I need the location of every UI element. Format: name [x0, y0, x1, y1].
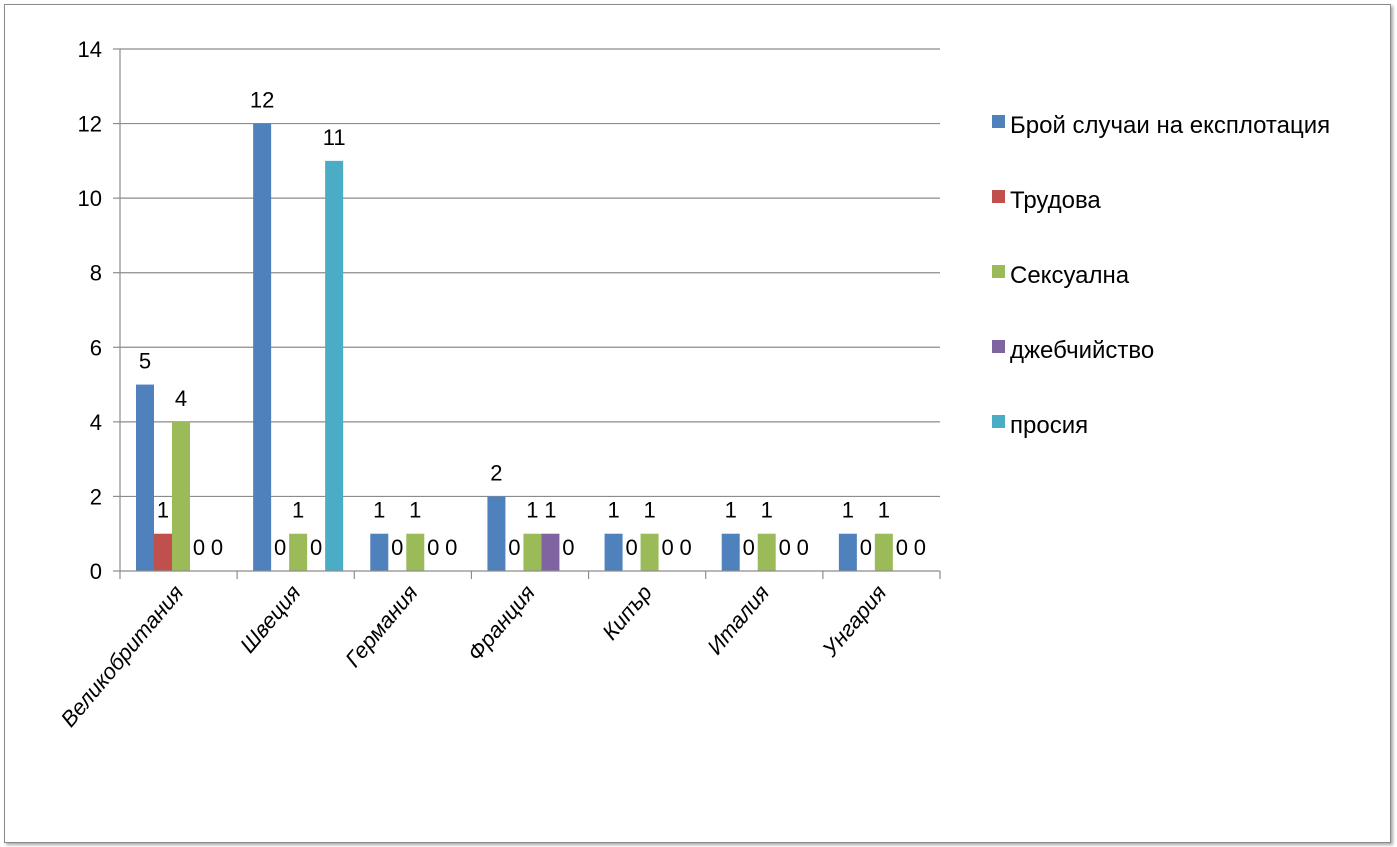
y-tick-label: 12	[78, 112, 102, 137]
data-label: 0	[661, 535, 673, 560]
bar	[838, 533, 857, 571]
data-label: 2	[490, 460, 502, 485]
bar	[154, 533, 172, 571]
data-label: 4	[175, 386, 187, 411]
bar	[136, 384, 154, 571]
data-label: 0	[193, 535, 205, 560]
bar	[253, 123, 272, 572]
data-label: 1	[373, 498, 385, 523]
data-label: 1	[544, 498, 556, 523]
bar	[172, 421, 190, 571]
y-tick-label: 10	[78, 186, 102, 211]
gridlines	[120, 48, 940, 498]
legend-swatch	[992, 340, 1005, 353]
data-label: 1	[292, 498, 304, 523]
data-label: 1	[761, 498, 773, 523]
bar	[757, 533, 776, 571]
data-label: 0	[679, 535, 691, 560]
data-label: 1	[409, 498, 421, 523]
y-tick-label: 6	[90, 335, 102, 360]
bar	[523, 533, 542, 571]
data-label: 1	[725, 498, 737, 523]
legend-swatch	[992, 115, 1005, 128]
data-label: 1	[842, 498, 854, 523]
x-tick-label: Франция	[462, 580, 540, 666]
bar	[325, 160, 344, 571]
data-label: 0	[779, 535, 791, 560]
data-label: 0	[427, 535, 439, 560]
bar	[406, 533, 425, 571]
y-tick-label: 14	[78, 37, 102, 62]
bar	[370, 533, 389, 571]
data-label: 1	[607, 498, 619, 523]
y-tick-label: 4	[90, 410, 102, 435]
x-tick-label: Великобритания	[56, 580, 189, 732]
y-tick-label: 8	[90, 261, 102, 286]
bar	[874, 533, 893, 571]
data-label: 12	[250, 88, 274, 113]
legend-label: Трудова	[1010, 187, 1101, 214]
data-label: 1	[157, 498, 169, 523]
legend-label: Сексуална	[1010, 262, 1130, 289]
x-tick-label: Унгария	[817, 580, 892, 662]
bar	[541, 533, 560, 571]
data-label: 0	[896, 535, 908, 560]
data-label: 5	[139, 349, 151, 374]
bar	[721, 533, 740, 571]
legend: Брой случаи на експлотация Трудова Сексуал…	[992, 112, 1330, 439]
bars	[136, 123, 893, 572]
data-label: 0	[625, 535, 637, 560]
data-label: 0	[391, 535, 403, 560]
x-tick-label: Германия	[340, 580, 423, 672]
data-label: 0	[743, 535, 755, 560]
x-tick-label: Кипър	[597, 580, 657, 644]
legend-swatch	[992, 265, 1005, 278]
x-tick-label: Италия	[702, 580, 774, 659]
data-label: 1	[643, 498, 655, 523]
legend-label: Брой случаи на експлотация	[1010, 112, 1330, 139]
data-label: 0	[445, 535, 457, 560]
data-label: 0	[310, 535, 322, 560]
x-tick-label: Швеция	[235, 580, 306, 658]
bar	[289, 533, 308, 571]
data-label: 0	[508, 535, 520, 560]
bar	[487, 496, 506, 571]
data-label: 0	[860, 535, 872, 560]
data-label: 0	[797, 535, 809, 560]
data-label: 1	[526, 498, 538, 523]
data-label: 1	[878, 498, 890, 523]
data-label: 11	[323, 125, 346, 150]
y-tick-label: 0	[90, 559, 102, 584]
legend-swatch	[992, 415, 1005, 428]
data-label: 0	[274, 535, 286, 560]
data-label: 0	[914, 535, 926, 560]
chart-frame	[4, 4, 1391, 843]
data-label: 0	[562, 535, 574, 560]
data-label: 0	[211, 535, 223, 560]
bar	[604, 533, 623, 571]
legend-swatch	[992, 190, 1005, 203]
legend-label: джебчийство	[1010, 337, 1154, 364]
bar	[640, 533, 659, 571]
legend-label: просия	[1010, 412, 1088, 439]
y-tick-label: 2	[90, 484, 102, 509]
